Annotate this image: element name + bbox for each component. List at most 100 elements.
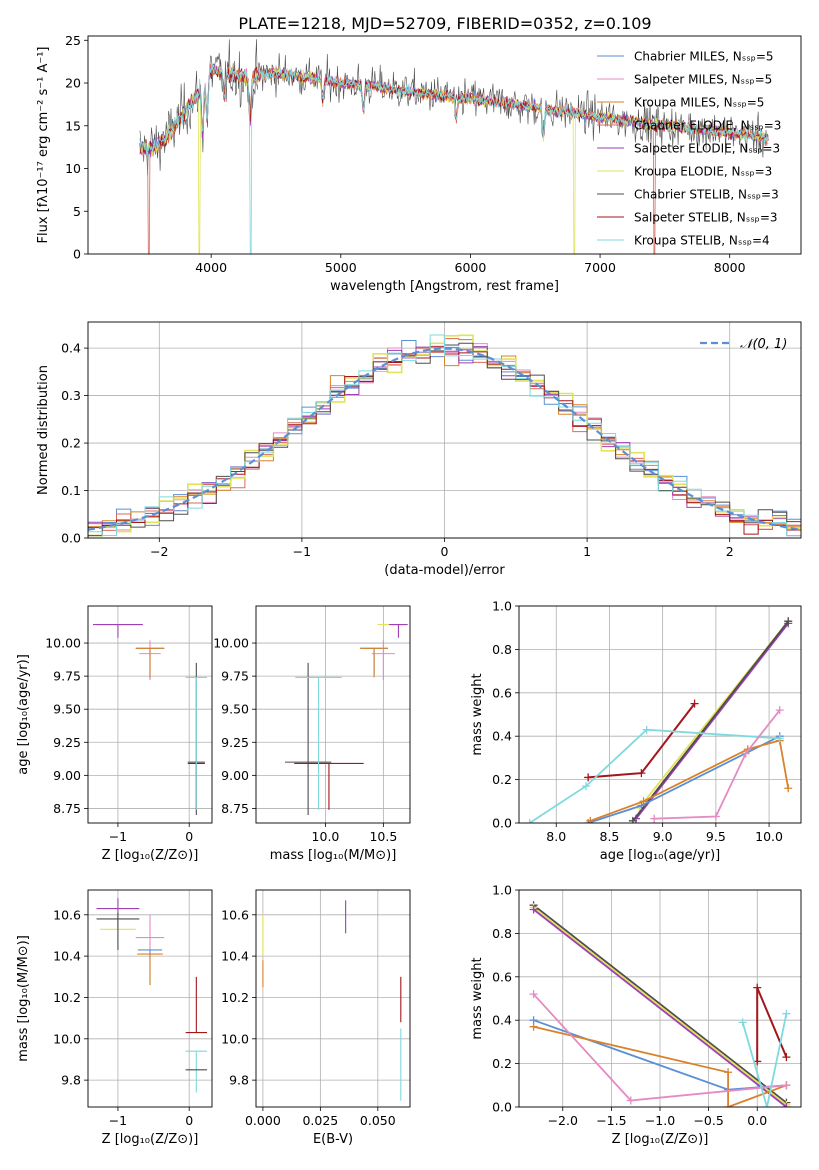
y-tick-label: 9.50 [53,702,81,717]
x-tick-label: 6000 [455,260,487,275]
x-tick-label: 9.5 [706,829,726,844]
y-tick-label: 10.00 [45,636,81,651]
y-tick-label: 10.00 [213,636,249,651]
data-point [92,623,143,638]
x-tick-label: 0.0 [747,1113,767,1128]
x-tick-label: 10.0 [312,829,340,844]
y-tick-label: 10.2 [53,990,81,1005]
weight-line-s5 [533,906,787,1106]
y-tick-label: 10 [65,161,81,176]
age-vs-metallicity-panel: −1 0 8.75 9.00 9.25 9.50 9.75 10.00 Z [log₁₀(Z/Z… [16,605,213,863]
weight-marker [529,1022,538,1031]
weight-marker [642,725,651,734]
plot-area [88,334,801,538]
y-tick-label: 10.6 [221,907,249,922]
y-tick-label: 10.6 [53,907,81,922]
x-axis-label: Z [log₁₀(Z/Z⊙)] [102,848,199,863]
y-tick-label: 0.2 [492,772,512,787]
y-tick-label: 0.0 [61,531,81,546]
weight-marker [529,990,538,999]
y-tick-label: 9.50 [221,702,249,717]
weight-marker [582,782,591,791]
spectrum-panel: 4000 5000 6000 7000 8000 0 5 10 15 20 25 wavelength… [36,33,802,294]
y-tick-label: 0.8 [492,642,512,657]
x-tick-label: −2.0 [548,1113,578,1128]
x-tick-label: 7000 [584,260,616,275]
y-tick-label: 0.6 [492,969,512,984]
x-axis-label: E(B-V) [313,1132,353,1147]
plot-area [525,617,793,823]
y-axis-label: mass weight [470,673,485,755]
x-tick-label: 0.050 [360,1113,396,1128]
weight-marker [738,1018,747,1027]
weight-vs-age-panel: 8.0 8.5 9.0 9.5 10.0 0.0 0.2 0.4 0.6 0.8 1.0 age [l… [470,599,802,863]
weight-line-s6 [632,620,789,822]
weight-line-s2 [533,1025,787,1107]
y-axis-label: Flux [fλ10⁻¹⁷ erg cm⁻² s⁻¹ A⁻¹] [36,47,51,244]
data-point [137,953,163,986]
y-tick-label: 10.4 [53,949,81,964]
legend-entry: Salpeter MILES, Nₛₛₚ=5 [634,73,772,87]
plot-area [284,623,408,816]
y-tick-label: 1.0 [492,883,512,898]
x-axis-label: wavelength [Angstrom, rest frame] [330,279,559,294]
legend-entry: Kroupa ELODIE, Nₛₛₚ=3 [634,165,772,179]
y-tick-label: 10.2 [221,990,249,1005]
data-point [389,623,408,638]
weight-marker [724,1103,733,1107]
y-tick-label: 1.0 [492,599,512,614]
weight-marker [711,812,720,821]
y-tick-label: 25 [65,33,81,48]
y-tick-label: 0.2 [61,436,81,451]
data-point [135,647,165,678]
y-tick-label: 9.00 [53,768,81,783]
axes-frame [255,889,411,1108]
x-tick-label: 0.000 [245,1113,281,1128]
y-tick-label: 20 [65,76,81,91]
weight-line-s7 [756,987,788,1062]
age-vs-mass-panel: 10.0 10.5 8.75 9.00 9.25 9.50 9.75 10.00 mass [l… [213,605,411,863]
legend-entry: Chabrier ELODIE, Nₛₛₚ=3 [634,119,781,133]
x-axis-label: Z [log₁₀(Z/Z⊙)] [102,1132,199,1147]
x-tick-label: −1 [109,829,127,844]
x-tick-label: 2 [726,544,734,559]
weight-marker [782,1053,791,1062]
x-axis-label: mass [log₁₀(M/M⊙)] [270,848,397,863]
weight-line-s7 [588,702,696,779]
x-axis-label: (data-model)/error [384,563,505,578]
weight-vs-metallicity-panel: −2.0 −1.5 −1.0 −0.5 0.0 0.0 0.2 0.4 0.6 0.8 1.0 Z [… [470,883,802,1147]
y-tick-label: 0.4 [492,1013,512,1028]
x-tick-label: −1 [109,1113,127,1128]
x-tick-label: 8.5 [600,829,620,844]
data-point [185,676,208,810]
x-tick-label: 10.5 [369,829,397,844]
weight-marker [529,905,538,914]
weight-marker [586,816,595,823]
y-tick-label: 0.4 [61,341,81,356]
y-tick-label: 9.25 [221,735,249,750]
weight-marker [782,1009,791,1018]
plot-area [529,901,791,1107]
y-tick-label: 9.00 [221,768,249,783]
weight-line-s1 [654,709,781,820]
legend-entry: Salpeter STELIB, Nₛₛₚ=3 [634,211,778,225]
x-tick-label: 10.0 [755,829,783,844]
normal-curve [88,347,801,531]
axes-frame [87,605,213,824]
weight-marker [784,617,793,626]
plot-area [96,898,208,1093]
x-tick-label: 8000 [714,260,746,275]
weight-marker [639,797,648,806]
x-tick-label: 0 [185,829,193,844]
x-tick-label: −1.0 [645,1113,675,1128]
y-axis-label: mass weight [470,957,485,1039]
weight-marker [584,773,593,782]
y-tick-label: 10.0 [221,1031,249,1046]
legend-entry: Chabrier STELIB, Nₛₛₚ=3 [634,188,779,202]
y-tick-label: 9.25 [53,735,81,750]
data-point [295,676,342,810]
figure-title: PLATE=1218, MJD=52709, FIBERID=0352, z=0… [238,14,651,33]
weight-line-s6 [533,904,787,1104]
y-tick-label: 9.75 [221,669,249,684]
